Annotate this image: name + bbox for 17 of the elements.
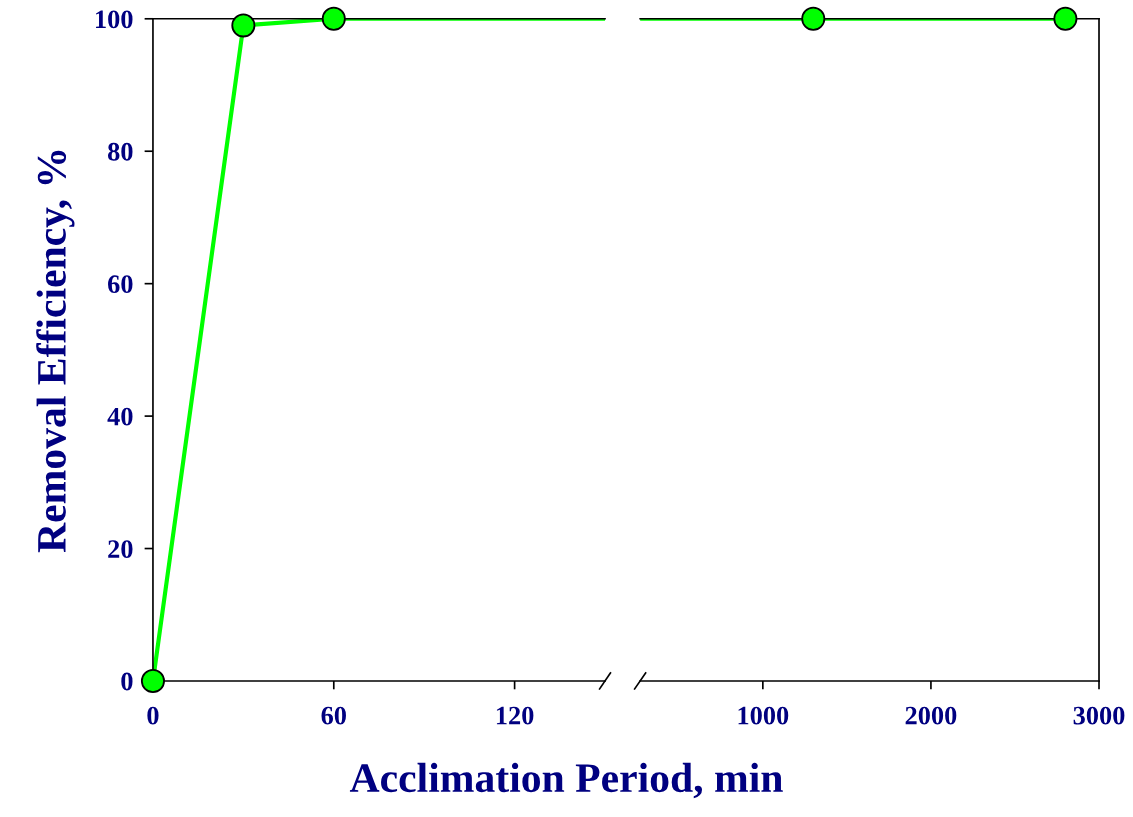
point <box>140 668 165 693</box>
y-tick-label: 40 <box>107 407 133 426</box>
point <box>231 13 256 38</box>
y-tick-label: 80 <box>108 142 133 161</box>
y-tick-label: 20 <box>108 540 133 558</box>
y-tick-label: 60 <box>108 275 133 294</box>
y-axis-title: Removal Efficiency, % <box>36 150 75 553</box>
x-tick-label: 2000 <box>905 706 957 725</box>
x-tick-label: 120 <box>496 706 534 725</box>
y-tick-label: 0 <box>121 672 133 691</box>
point <box>321 6 346 31</box>
x-tick-label: 60 <box>321 706 346 725</box>
x-tick-label: 1000 <box>738 706 789 725</box>
x-tick-label: 3000 <box>1073 706 1125 725</box>
x-axis-title: Acclimation Period, min <box>349 762 783 799</box>
x-tick-label: 0 <box>147 706 159 725</box>
y-tick-label: 100 <box>96 10 133 29</box>
